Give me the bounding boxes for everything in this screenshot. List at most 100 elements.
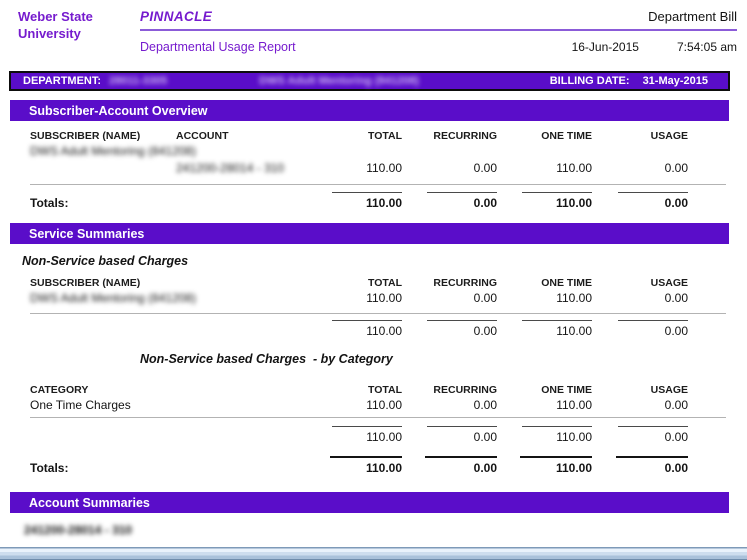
- subtotal-underline: [618, 426, 688, 427]
- service-totals-usage: 0.00: [664, 461, 688, 475]
- overview-recurring-value: 0.00: [473, 161, 497, 175]
- report-title: Departmental Usage Report: [140, 40, 296, 54]
- overview-one-time-value: 110.00: [556, 161, 592, 175]
- category-one-time-value: 110.00: [556, 398, 592, 412]
- category-subtotal-recurring: 0.00: [473, 430, 497, 444]
- department-bar: DEPARTMENT: 28011-3305 DWS Adult Mentori…: [9, 71, 730, 91]
- total-underline: [618, 192, 688, 193]
- column-header-account: ACCOUNT: [176, 130, 229, 142]
- account-number-redacted: 241200-28014 - 310: [24, 523, 133, 537]
- category-usage-value: 0.00: [664, 398, 688, 412]
- subtotal-underline: [332, 426, 402, 427]
- organization-name-line2: University: [18, 25, 81, 41]
- service-recurring-value: 0.00: [473, 291, 497, 305]
- report-date: 16-Jun-2015: [571, 40, 639, 54]
- grand-total-underline: [616, 456, 688, 458]
- report-time: 7:54:05 am: [676, 40, 737, 54]
- non-service-charges-heading: Non-Service based Charges: [22, 254, 189, 268]
- section-banner-account-summaries: Account Summaries: [10, 492, 729, 513]
- service-subtotal-usage: 0.00: [664, 324, 688, 338]
- service-subscriber-row: DWS Adult Mentoring (841208) 110.00 0.00…: [0, 291, 747, 305]
- total-underline: [522, 192, 592, 193]
- category-header-row: CATEGORY TOTAL RECURRING ONE TIME USAGE: [0, 384, 747, 396]
- overview-total-value: 110.00: [366, 161, 402, 175]
- service-subtotal-one-time: 110.00: [556, 324, 592, 338]
- department-code-redacted: 28011-3305: [109, 75, 168, 87]
- category-row: One Time Charges 110.00 0.00 110.00 0.00: [0, 398, 747, 412]
- column-header-one-time: ONE TIME: [541, 130, 592, 142]
- overview-usage-value: 0.00: [664, 161, 688, 175]
- service-subtotal-total: 110.00: [366, 324, 402, 338]
- service-total-value: 110.00: [366, 291, 402, 305]
- totals-label: Totals:: [30, 461, 69, 475]
- header-divider: [140, 29, 737, 31]
- by-category-heading: Non-Service based Charges - by Category: [140, 352, 393, 366]
- service-totals-one-time: 110.00: [555, 461, 592, 475]
- service-totals-total: 110.00: [365, 461, 402, 475]
- subtotal-underline: [427, 320, 497, 321]
- service-subtotal-row: 110.00 0.00 110.00 0.00: [0, 320, 747, 338]
- subtotal-underline: [522, 426, 592, 427]
- column-header-total: TOTAL: [367, 130, 402, 142]
- column-header-usage: USAGE: [650, 130, 688, 142]
- grand-total-underline: [425, 456, 497, 458]
- column-header-recurring: RECURRING: [433, 277, 497, 289]
- category-recurring-value: 0.00: [473, 398, 497, 412]
- department-name-redacted: DWS Adult Mentoring (841208): [259, 75, 419, 87]
- billing-date-label: BILLING DATE:: [549, 75, 630, 87]
- column-header-category: CATEGORY: [30, 384, 89, 396]
- subtotal-underline: [427, 426, 497, 427]
- column-header-subscriber: SUBSCRIBER (NAME): [30, 277, 141, 289]
- column-header-usage: USAGE: [650, 384, 688, 396]
- column-header-recurring: RECURRING: [433, 384, 497, 396]
- subtotal-underline: [332, 320, 402, 321]
- subtotal-underline: [618, 320, 688, 321]
- service-subtotal-recurring: 0.00: [473, 324, 497, 338]
- category-subtotal-row: 110.00 0.00 110.00 0.00: [0, 426, 747, 444]
- subscriber-name-redacted: DWS Adult Mentoring (841208): [30, 291, 197, 305]
- subtotal-underline: [522, 320, 592, 321]
- overview-subscriber-row: DWS Adult Mentoring (841208): [0, 144, 747, 158]
- category-total-value: 110.00: [366, 398, 402, 412]
- report-header: Weber State University PINNACLE Departme…: [0, 0, 747, 54]
- service-header-row: SUBSCRIBER (NAME) TOTAL RECURRING ONE TI…: [0, 277, 747, 289]
- overview-header-row: SUBSCRIBER (NAME) ACCOUNT TOTAL RECURRIN…: [0, 130, 747, 142]
- category-subtotal-one-time: 110.00: [556, 430, 592, 444]
- section-divider: [30, 313, 726, 314]
- total-underline: [332, 192, 402, 193]
- app-name: PINNACLE: [140, 9, 213, 24]
- organization-name: Weber State University: [18, 9, 140, 54]
- category-subtotal-total: 110.00: [366, 430, 402, 444]
- service-one-time-value: 110.00: [556, 291, 592, 305]
- subscriber-name-redacted: DWS Adult Mentoring (841208): [30, 144, 197, 158]
- section-divider: [30, 417, 726, 418]
- service-totals-row: Totals: 110.00 0.00 110.00 0.00: [0, 456, 747, 475]
- column-header-one-time: ONE TIME: [541, 277, 592, 289]
- column-header-subscriber: SUBSCRIBER (NAME): [30, 130, 141, 142]
- organization-name-line1: Weber State: [18, 9, 93, 24]
- grand-total-underline: [520, 456, 592, 458]
- overview-totals-row: Totals: 110.00 0.00 110.00 0.00: [0, 192, 747, 210]
- overview-totals-usage: 0.00: [664, 196, 688, 210]
- grand-total-underline: [330, 456, 402, 458]
- category-name: One Time Charges: [30, 398, 131, 412]
- section-banner-service-summaries: Service Summaries: [10, 223, 729, 244]
- overview-totals-total: 110.00: [365, 196, 402, 210]
- overview-totals-one-time: 110.00: [555, 196, 592, 210]
- overview-account-row: 241200-28014 - 310 110.00 0.00 110.00 0.…: [0, 161, 747, 175]
- column-header-one-time: ONE TIME: [541, 384, 592, 396]
- service-usage-value: 0.00: [664, 291, 688, 305]
- total-underline: [427, 192, 497, 193]
- column-header-total: TOTAL: [367, 277, 402, 289]
- category-subtotal-usage: 0.00: [664, 430, 688, 444]
- header-main: PINNACLE Department Bill Departmental Us…: [140, 9, 737, 54]
- overview-totals-recurring: 0.00: [473, 196, 497, 210]
- document-type: Department Bill: [648, 9, 737, 24]
- account-number-redacted: 241200-28014 - 310: [176, 161, 285, 175]
- section-banner-subscriber-account-overview: Subscriber-Account Overview: [10, 100, 729, 121]
- billing-date-value: 31-May-2015: [642, 75, 708, 87]
- column-header-recurring: RECURRING: [433, 130, 497, 142]
- service-totals-recurring: 0.00: [473, 461, 497, 475]
- department-label: DEPARTMENT:: [23, 75, 102, 87]
- column-header-usage: USAGE: [650, 277, 688, 289]
